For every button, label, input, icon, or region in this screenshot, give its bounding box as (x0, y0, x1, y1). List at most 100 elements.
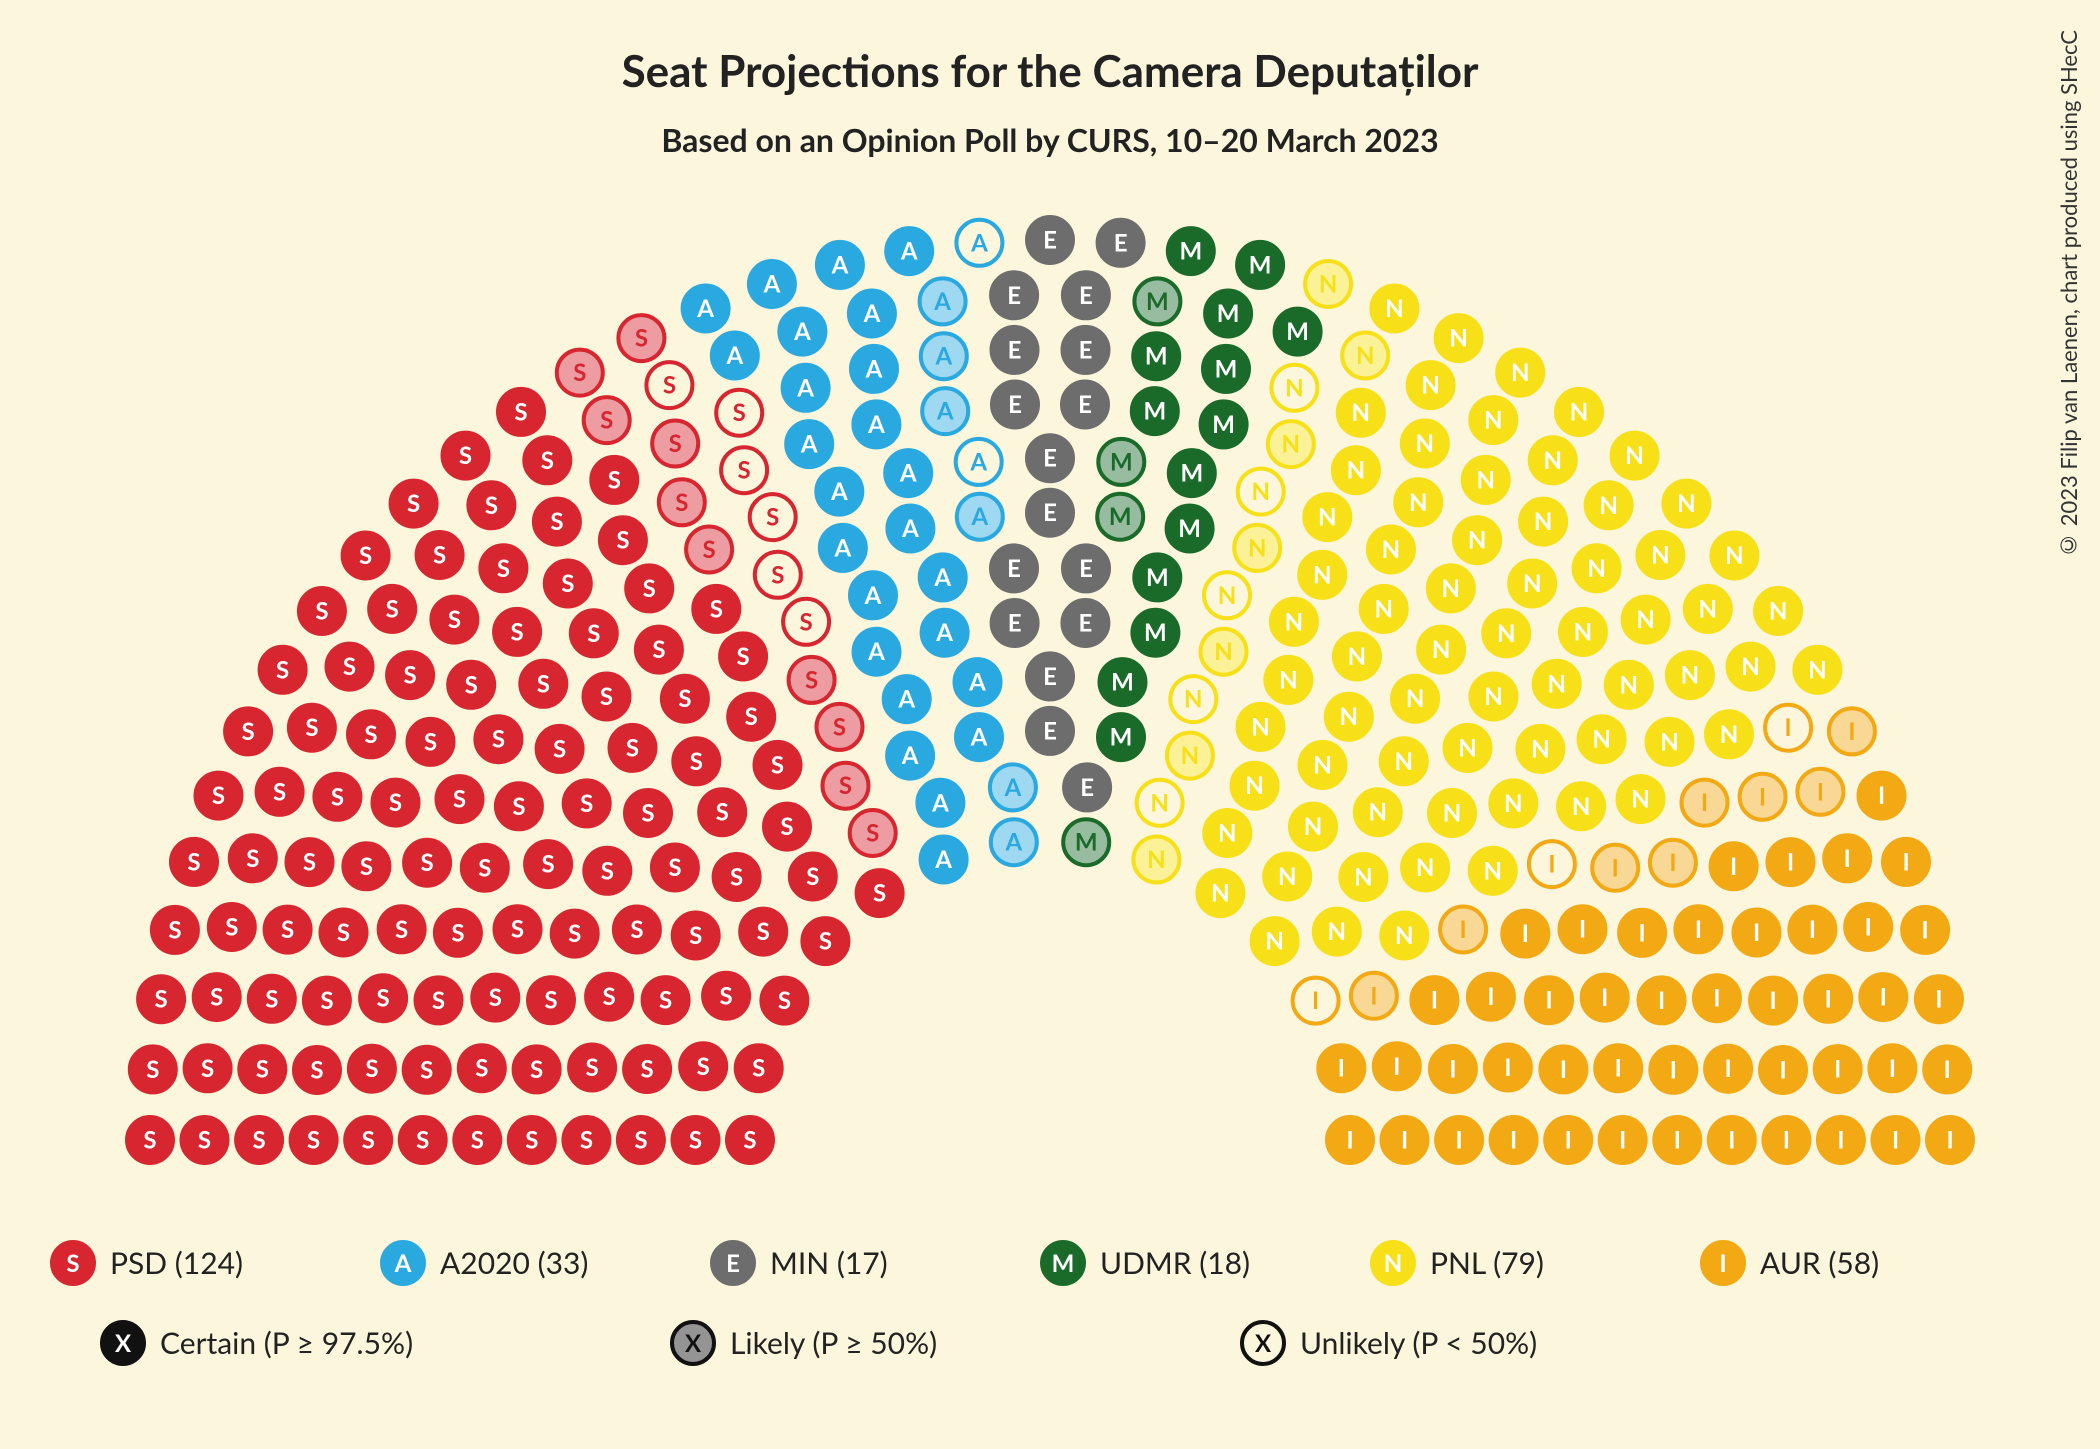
seat-psd: S (321, 910, 367, 956)
seat-psd: S (360, 975, 406, 1021)
legend-prob-unlikely: XUnlikely (P < 50%) (1240, 1320, 1537, 1366)
svg-text:S: S (256, 1055, 269, 1084)
seat-min: E (1027, 708, 1073, 754)
seat-aur: I (1768, 839, 1814, 885)
svg-text:A: A (901, 514, 919, 543)
svg-text:S: S (465, 670, 478, 699)
svg-text:N: N (1328, 917, 1347, 946)
svg-text:S: S (389, 788, 402, 817)
svg-text:I: I (1370, 981, 1377, 1010)
svg-text:N: N (1304, 812, 1323, 841)
svg-text:N: N (1620, 670, 1639, 699)
legend-dot-min: E (710, 1240, 756, 1286)
seat-psd: S (194, 974, 240, 1020)
seat-udmr: M (1169, 450, 1215, 496)
seat-pnl: N (1558, 783, 1604, 829)
svg-text:N: N (1214, 637, 1233, 666)
svg-text:S: S (360, 852, 373, 881)
svg-text:M: M (1143, 397, 1166, 426)
seat-psd: S (520, 661, 566, 707)
seat-pnl: N (1408, 362, 1454, 408)
svg-text:I: I (1922, 915, 1929, 944)
seat-psd: S (552, 911, 598, 957)
svg-text:S: S (819, 927, 832, 956)
seat-psd: S (790, 854, 836, 900)
seat-udmr: M (1168, 228, 1214, 274)
svg-text:S: S (697, 1052, 710, 1081)
svg-text:S: S (839, 771, 852, 800)
svg-text:N: N (1348, 642, 1367, 671)
legend-item-pnl: NPNL (79) (1370, 1240, 1700, 1286)
svg-text:S: S (580, 789, 593, 818)
seat-aur: I (1765, 705, 1811, 751)
legend-label-psd: PSD (124) (110, 1245, 243, 1281)
svg-text:I: I (1935, 985, 1942, 1014)
seat-a2020: A (990, 764, 1036, 810)
svg-text:S: S (343, 652, 356, 681)
seat-psd: S (127, 1117, 173, 1163)
seat-aur: I (1916, 976, 1962, 1022)
seat-psd: S (494, 609, 540, 655)
svg-text:I: I (1615, 1054, 1622, 1083)
seat-psd: S (659, 479, 705, 525)
seat-psd: S (783, 599, 829, 645)
seat-udmr: M (1132, 388, 1178, 434)
seat-psd: S (343, 533, 389, 579)
seat-pnl: N (1436, 315, 1482, 361)
svg-text:S: S (561, 569, 574, 598)
svg-text:S: S (603, 982, 616, 1011)
svg-text:N: N (1313, 560, 1332, 589)
svg-text:M: M (1110, 723, 1133, 752)
svg-text:N: N (1184, 685, 1203, 714)
svg-text:S: S (377, 984, 390, 1013)
seat-psd: S (182, 1117, 228, 1163)
svg-text:S: S (805, 665, 818, 694)
seat-a2020: A (849, 291, 895, 337)
svg-text:S: S (663, 371, 676, 400)
svg-text:I: I (1338, 1054, 1345, 1083)
seat-psd: S (327, 644, 373, 690)
seat-psd: S (584, 674, 630, 720)
seat-psd: S (564, 780, 610, 826)
svg-text:N: N (1468, 526, 1487, 555)
svg-text:S: S (187, 847, 200, 876)
svg-text:I: I (1565, 1126, 1572, 1155)
seat-psd: S (138, 976, 184, 1022)
seat-a2020: A (786, 421, 832, 467)
svg-text:E: E (1078, 609, 1092, 638)
svg-text:E: E (1008, 609, 1022, 638)
svg-text:S: S (668, 853, 681, 882)
seat-psd: S (343, 843, 389, 889)
svg-text:S: S (407, 489, 420, 518)
svg-text:A: A (933, 563, 951, 592)
seat-a2020: A (816, 469, 862, 515)
legend-dot-aur: I (1700, 1240, 1746, 1286)
svg-text:M: M (1110, 447, 1133, 476)
svg-text:A: A (970, 502, 988, 531)
seat-pnl: N (1728, 644, 1774, 690)
svg-text:N: N (1543, 446, 1562, 475)
svg-text:S: S (635, 324, 648, 353)
svg-text:N: N (1421, 371, 1440, 400)
svg-text:A: A (897, 685, 915, 714)
svg-text:A: A (800, 430, 818, 459)
seat-min: E (1027, 217, 1073, 263)
seat-psd: S (625, 790, 671, 836)
svg-text:A: A (970, 723, 988, 752)
seat-pnl: N (1497, 350, 1543, 396)
svg-text:N: N (1251, 477, 1270, 506)
seat-udmr: M (1205, 291, 1251, 337)
seat-psd: S (740, 909, 786, 955)
svg-text:N: N (1211, 879, 1230, 908)
svg-text:S: S (806, 862, 819, 891)
seat-a2020: A (922, 388, 968, 434)
svg-text:N: N (1808, 655, 1827, 684)
svg-text:S: S (432, 986, 445, 1015)
seat-aur: I (1818, 1117, 1864, 1163)
svg-text:I: I (1946, 1126, 1953, 1155)
svg-text:S: S (253, 1126, 266, 1155)
svg-text:M: M (1178, 514, 1201, 543)
svg-text:S: S (659, 986, 672, 1015)
svg-text:I: I (1944, 1055, 1951, 1084)
seat-min: E (991, 545, 1037, 591)
